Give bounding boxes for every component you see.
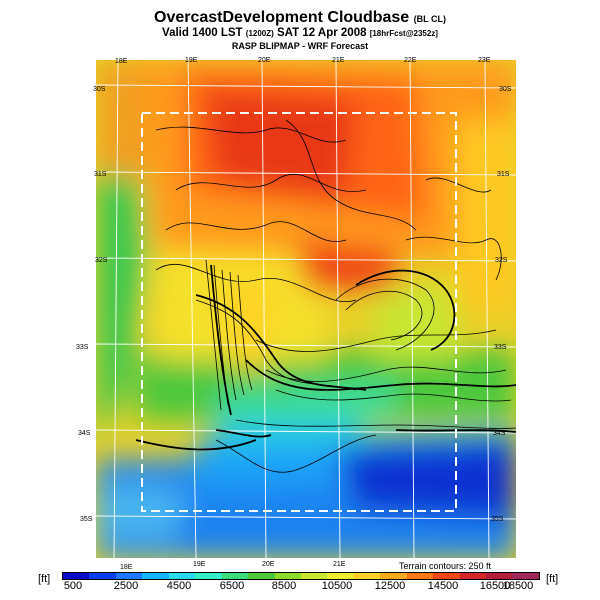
colorbar-tick: 12500 [374,580,406,592]
colorbar-swatch [115,573,143,579]
right-lat-label: 31S [497,171,510,178]
top-lon-label: 20E [258,57,271,64]
colorbar-swatch [89,573,116,579]
top-lon-label: 23E [478,57,491,64]
left-lat-label: 32S [95,257,108,264]
cloudbase-map[interactable] [96,60,516,558]
colorbar [62,572,540,580]
colorbar-swatch [353,573,381,579]
colorbar-unit-right: [ft] [546,573,559,585]
colorbar-swatch [433,573,460,579]
right-lat-label: 35S [491,516,504,523]
colorbar-tick: 4500 [166,580,192,592]
right-lat-label: 33S [494,344,507,351]
colorbar-swatch [248,573,275,579]
top-lon-label: 22E [404,57,417,64]
colorbar-swatch [300,573,328,579]
colorbar-tick: 16500 [479,580,511,592]
top-lon-label: 19E [185,57,198,64]
left-lat-label: 31S [94,171,107,178]
colorbar-swatch [459,573,486,579]
chart-subtitle: Valid 1400 LST (1200Z) SAT 12 Apr 2008 [… [162,27,438,39]
right-lat-label: 34S [493,430,506,437]
colorbar-swatch [168,573,196,579]
colorbar-tick: 500 [63,580,83,592]
colorbar-tick: 18500 [502,580,534,592]
terrain-contour-note: Terrain contours: 250 ft [399,561,492,571]
colorbar-swatch [406,573,434,579]
top-lon-label: 21E [332,57,345,64]
colorbar-swatch [142,573,169,579]
colorbar-tick: 10500 [321,580,353,592]
colorbar-tick: 14500 [427,580,459,592]
right-lat-label: 32S [495,257,508,264]
left-lat-label: 35S [80,516,93,523]
right-lat-label: 30S [499,86,512,93]
colorbar-tick: 8500 [271,580,297,592]
left-lat-label: 34S [78,430,91,437]
colorbar-swatch [327,573,354,579]
left-lat-label: 33S [76,344,89,351]
colorbar-swatch [512,573,539,579]
colorbar-tick: 2500 [113,580,139,592]
colorbar-swatch [221,573,249,579]
colorbar-swatch [380,573,407,579]
bottom-lon-label: 19E [193,561,206,568]
colorbar-unit-left: [ft] [38,573,51,585]
top-lon-label: 18E [115,58,128,65]
left-lat-label: 30S [93,86,106,93]
chart-title: OvercastDevelopment Cloudbase (BL CL) [154,9,446,26]
colorbar-tick: 6500 [219,580,245,592]
colorbar-swatch [195,573,222,579]
bottom-lon-label: 21E [333,561,346,568]
forecast-source: RASP BLIPMAP - WRF Forecast [231,41,369,51]
colorbar-swatch [274,573,301,579]
colorbar-swatch [486,573,513,579]
bottom-lon-label: 18E [120,564,133,571]
bottom-lon-label: 20E [262,561,275,568]
colorbar-swatch [63,573,90,579]
